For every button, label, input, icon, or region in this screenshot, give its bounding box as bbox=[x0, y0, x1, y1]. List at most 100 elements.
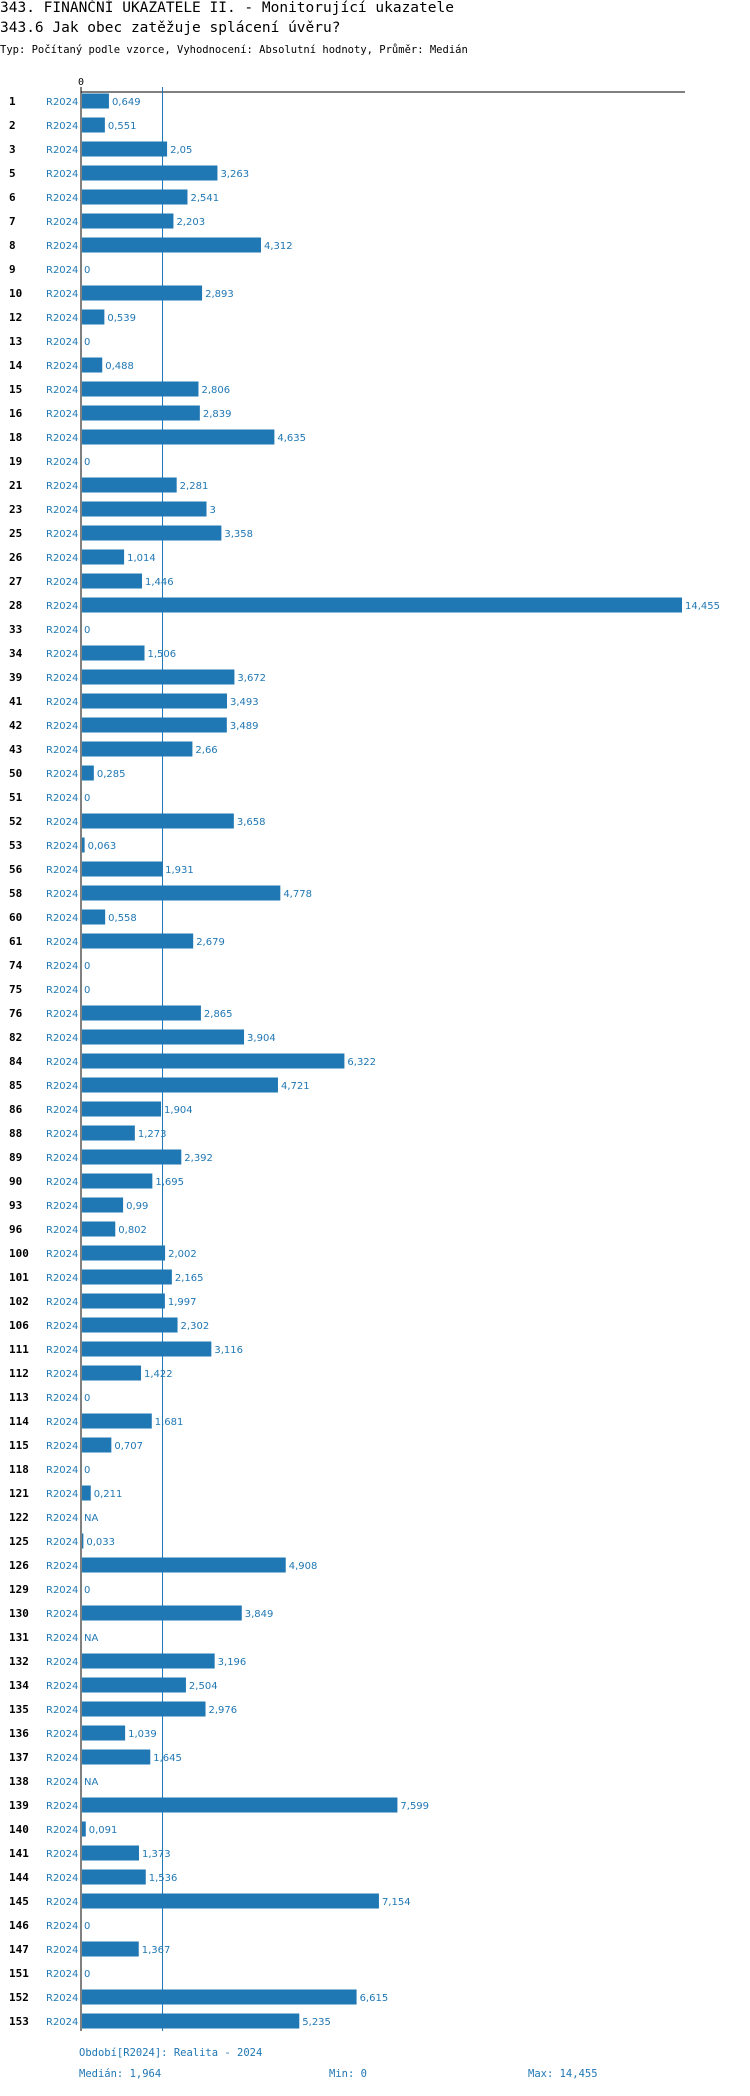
row-id-label: 19 bbox=[9, 455, 22, 468]
series-label: R2024 bbox=[46, 433, 78, 444]
bar bbox=[82, 573, 143, 589]
series-label: R2024 bbox=[46, 1009, 78, 1020]
row-id-label: 126 bbox=[9, 1559, 29, 1572]
series-label: R2024 bbox=[46, 553, 78, 564]
data-label: 2,66 bbox=[195, 745, 217, 756]
row-id-label: 118 bbox=[9, 1463, 29, 1476]
series-label: R2024 bbox=[46, 1033, 78, 1044]
row-id-label: 5 bbox=[9, 167, 16, 180]
row-id-label: 58 bbox=[9, 887, 22, 900]
row-id-label: 88 bbox=[9, 1127, 22, 1140]
data-label: 3,358 bbox=[224, 529, 253, 540]
series-label: R2024 bbox=[46, 1129, 78, 1140]
bar bbox=[82, 1941, 139, 1957]
data-label: 2,865 bbox=[204, 1009, 233, 1020]
row-id-label: 140 bbox=[9, 1823, 29, 1836]
bar bbox=[82, 429, 275, 445]
data-label: 1,997 bbox=[168, 1297, 197, 1308]
data-label: 2,893 bbox=[205, 289, 234, 300]
data-label: 0 bbox=[84, 1969, 90, 1980]
series-label: R2024 bbox=[46, 1177, 78, 1188]
data-label: 2,504 bbox=[189, 1681, 218, 1692]
data-label: 0,558 bbox=[108, 913, 137, 924]
row-id-label: 86 bbox=[9, 1103, 23, 1116]
series-label: R2024 bbox=[46, 1489, 78, 1500]
data-label: 4,778 bbox=[283, 889, 312, 900]
row-id-label: 96 bbox=[9, 1223, 23, 1236]
series-label: R2024 bbox=[46, 265, 78, 276]
row-id-label: 122 bbox=[9, 1511, 29, 1524]
series-label: R2024 bbox=[46, 649, 78, 660]
series-label: R2024 bbox=[46, 313, 78, 324]
data-label: 0,488 bbox=[105, 361, 134, 372]
series-label: R2024 bbox=[46, 97, 78, 108]
bar bbox=[82, 1341, 212, 1357]
series-label: R2024 bbox=[46, 217, 78, 228]
bar bbox=[82, 1437, 112, 1453]
series-label: R2024 bbox=[46, 1825, 78, 1836]
row-id-label: 112 bbox=[9, 1367, 29, 1380]
bar bbox=[82, 405, 200, 421]
series-label: R2024 bbox=[46, 1153, 78, 1164]
data-label: 1,367 bbox=[142, 1945, 171, 1956]
series-label: R2024 bbox=[46, 1729, 78, 1740]
series-label: R2024 bbox=[46, 241, 78, 252]
data-label: 0,033 bbox=[86, 1537, 115, 1548]
data-label: 3,849 bbox=[245, 1609, 274, 1620]
bar bbox=[82, 1653, 215, 1669]
series-label: R2024 bbox=[46, 1945, 78, 1956]
bar bbox=[82, 165, 218, 181]
data-label: 6,322 bbox=[347, 1057, 376, 1068]
data-label: 2,05 bbox=[170, 145, 192, 156]
bar bbox=[82, 213, 174, 229]
data-label: 0,99 bbox=[126, 1201, 148, 1212]
row-id-label: 60 bbox=[9, 911, 22, 924]
data-label: 4,312 bbox=[264, 241, 293, 252]
bar bbox=[82, 1605, 242, 1621]
data-label: 3 bbox=[210, 505, 216, 516]
bar bbox=[82, 1749, 151, 1765]
data-label: 0,285 bbox=[97, 769, 126, 780]
series-label: R2024 bbox=[46, 1801, 78, 1812]
series-label: R2024 bbox=[46, 1441, 78, 1452]
bar bbox=[82, 693, 227, 709]
data-label: 6,615 bbox=[360, 1993, 389, 2004]
data-label: 3,263 bbox=[220, 169, 249, 180]
row-id-label: 106 bbox=[9, 1319, 29, 1332]
row-id-label: 15 bbox=[9, 383, 22, 396]
row-id-label: 125 bbox=[9, 1535, 29, 1548]
data-label: 1,039 bbox=[128, 1729, 157, 1740]
row-id-label: 51 bbox=[9, 791, 23, 804]
series-label: R2024 bbox=[46, 193, 78, 204]
row-id-label: 152 bbox=[9, 1991, 29, 2004]
row-id-label: 85 bbox=[9, 1079, 22, 1092]
bar bbox=[82, 1053, 345, 1069]
data-label: 3,489 bbox=[230, 721, 259, 732]
bar bbox=[82, 1797, 398, 1813]
row-id-label: 50 bbox=[9, 767, 22, 780]
x-tick-label: 0 bbox=[78, 77, 84, 88]
row-id-label: 12 bbox=[9, 311, 22, 324]
series-label: R2024 bbox=[46, 457, 78, 468]
bar bbox=[82, 1725, 126, 1741]
row-id-label: 76 bbox=[9, 1007, 23, 1020]
series-label: R2024 bbox=[46, 1705, 78, 1716]
data-label: 4,908 bbox=[289, 1561, 318, 1572]
row-id-label: 33 bbox=[9, 623, 22, 636]
bar bbox=[82, 1173, 153, 1189]
bar bbox=[82, 1293, 165, 1309]
series-label: R2024 bbox=[46, 1561, 78, 1572]
series-label: R2024 bbox=[46, 1585, 78, 1596]
series-label: R2024 bbox=[46, 289, 78, 300]
row-id-label: 16 bbox=[9, 407, 23, 420]
series-label: R2024 bbox=[46, 1873, 78, 1884]
data-label: 2,392 bbox=[184, 1153, 213, 1164]
data-label: 2,839 bbox=[203, 409, 232, 420]
bar bbox=[82, 861, 163, 877]
row-id-label: 146 bbox=[9, 1919, 29, 1932]
data-label: 1,681 bbox=[155, 1417, 184, 1428]
row-id-label: 10 bbox=[9, 287, 22, 300]
row-id-label: 41 bbox=[9, 695, 23, 708]
data-label: 0 bbox=[84, 265, 90, 276]
data-label: 1,014 bbox=[127, 553, 156, 564]
